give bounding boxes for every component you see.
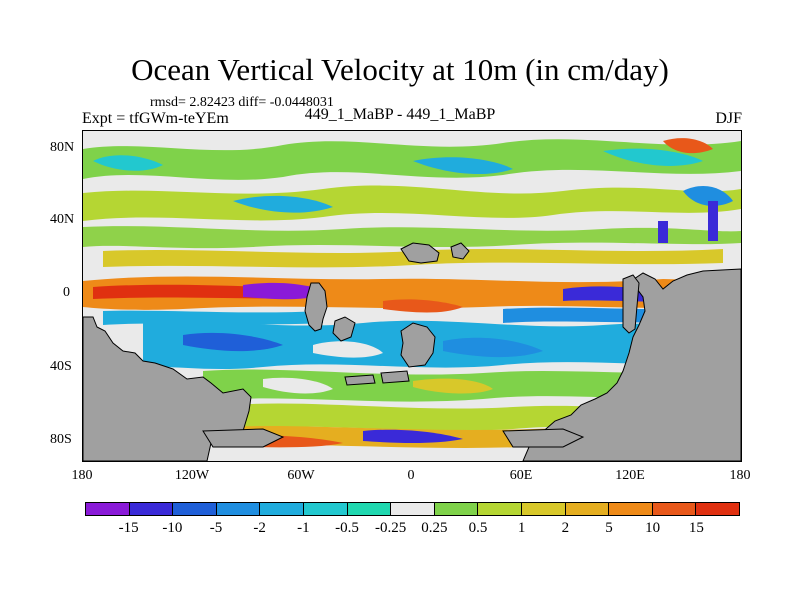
colorbar-label: 0.5 bbox=[468, 520, 488, 536]
land-africa bbox=[304, 282, 328, 332]
colorbar bbox=[85, 502, 740, 516]
colorbar-box bbox=[391, 503, 435, 515]
land-middle bbox=[400, 322, 436, 368]
colorbar-box bbox=[652, 503, 697, 515]
colorbar-box bbox=[696, 503, 739, 515]
plot-title: Ocean Vertical Velocity at 10m (in cm/da… bbox=[131, 52, 669, 87]
lon-label-120w: 120W bbox=[174, 468, 210, 483]
map-svg bbox=[83, 131, 741, 461]
colorbar-box bbox=[260, 503, 304, 515]
land-antarctic-east bbox=[502, 428, 585, 448]
lon-label-60e: 60E bbox=[509, 468, 533, 483]
season-label: DJF bbox=[715, 110, 742, 127]
land-madagascar bbox=[332, 316, 356, 342]
colorbar-label: 5 bbox=[605, 520, 613, 536]
colorbar-label: -0.5 bbox=[335, 520, 359, 536]
colorbar-label: -1 bbox=[297, 520, 310, 536]
lat-label-80n: 80N bbox=[50, 140, 75, 155]
experiment-line: Expt = tfGWm-teYEm bbox=[82, 110, 229, 127]
field-southern-patches bbox=[143, 320, 741, 448]
colorbar-box bbox=[173, 503, 217, 515]
colorbar-label: -15 bbox=[118, 520, 139, 536]
colorbar-box bbox=[434, 503, 479, 515]
lon-label-180w: 180 bbox=[71, 468, 93, 483]
colorbar-box bbox=[609, 503, 653, 515]
colorbar-label: -0.25 bbox=[375, 520, 407, 536]
lon-label-180e: 180 bbox=[729, 468, 751, 483]
colorbar-label: 15 bbox=[688, 520, 704, 536]
land-arabia bbox=[400, 242, 440, 264]
land-island-1 bbox=[344, 374, 376, 386]
colorbar-label: -2 bbox=[253, 520, 266, 536]
colorbar-label: 0.25 bbox=[421, 520, 448, 536]
colorbar-box bbox=[521, 503, 566, 515]
land-small-east bbox=[450, 242, 470, 260]
land-central-america bbox=[622, 274, 640, 334]
colorbar-box bbox=[216, 503, 261, 515]
colorbar-label: 10 bbox=[645, 520, 661, 536]
land-antarctic bbox=[202, 428, 285, 448]
difference-label: 449_1_MaBP - 449_1_MaBP bbox=[304, 106, 496, 123]
colorbar-box bbox=[303, 503, 348, 515]
map-panel bbox=[82, 130, 742, 462]
lat-label-40s: 40S bbox=[50, 359, 72, 374]
lat-label-40n: 40N bbox=[50, 212, 75, 227]
land-island-2 bbox=[380, 370, 410, 384]
colorbar-box bbox=[478, 503, 522, 515]
colorbar-box bbox=[86, 503, 130, 515]
lon-label-0: 0 bbox=[407, 468, 415, 483]
lon-label-120e: 120E bbox=[615, 468, 645, 483]
stats-line: rmsd= 2.82423 diff= -0.0448031 bbox=[150, 95, 334, 110]
colorbar-box bbox=[347, 503, 392, 515]
colorbar-label: 2 bbox=[561, 520, 570, 536]
lon-label-60w: 60W bbox=[287, 468, 315, 483]
colorbar-label: -10 bbox=[162, 520, 183, 536]
colorbar-box bbox=[565, 503, 610, 515]
lat-label-80s: 80S bbox=[50, 432, 72, 447]
lat-label-0: 0 bbox=[63, 285, 70, 300]
land-east bbox=[522, 268, 741, 461]
colorbar-label: 1 bbox=[517, 520, 526, 536]
colorbar-label: -5 bbox=[209, 520, 223, 536]
land-masses bbox=[83, 242, 741, 461]
colorbar-box bbox=[129, 503, 174, 515]
